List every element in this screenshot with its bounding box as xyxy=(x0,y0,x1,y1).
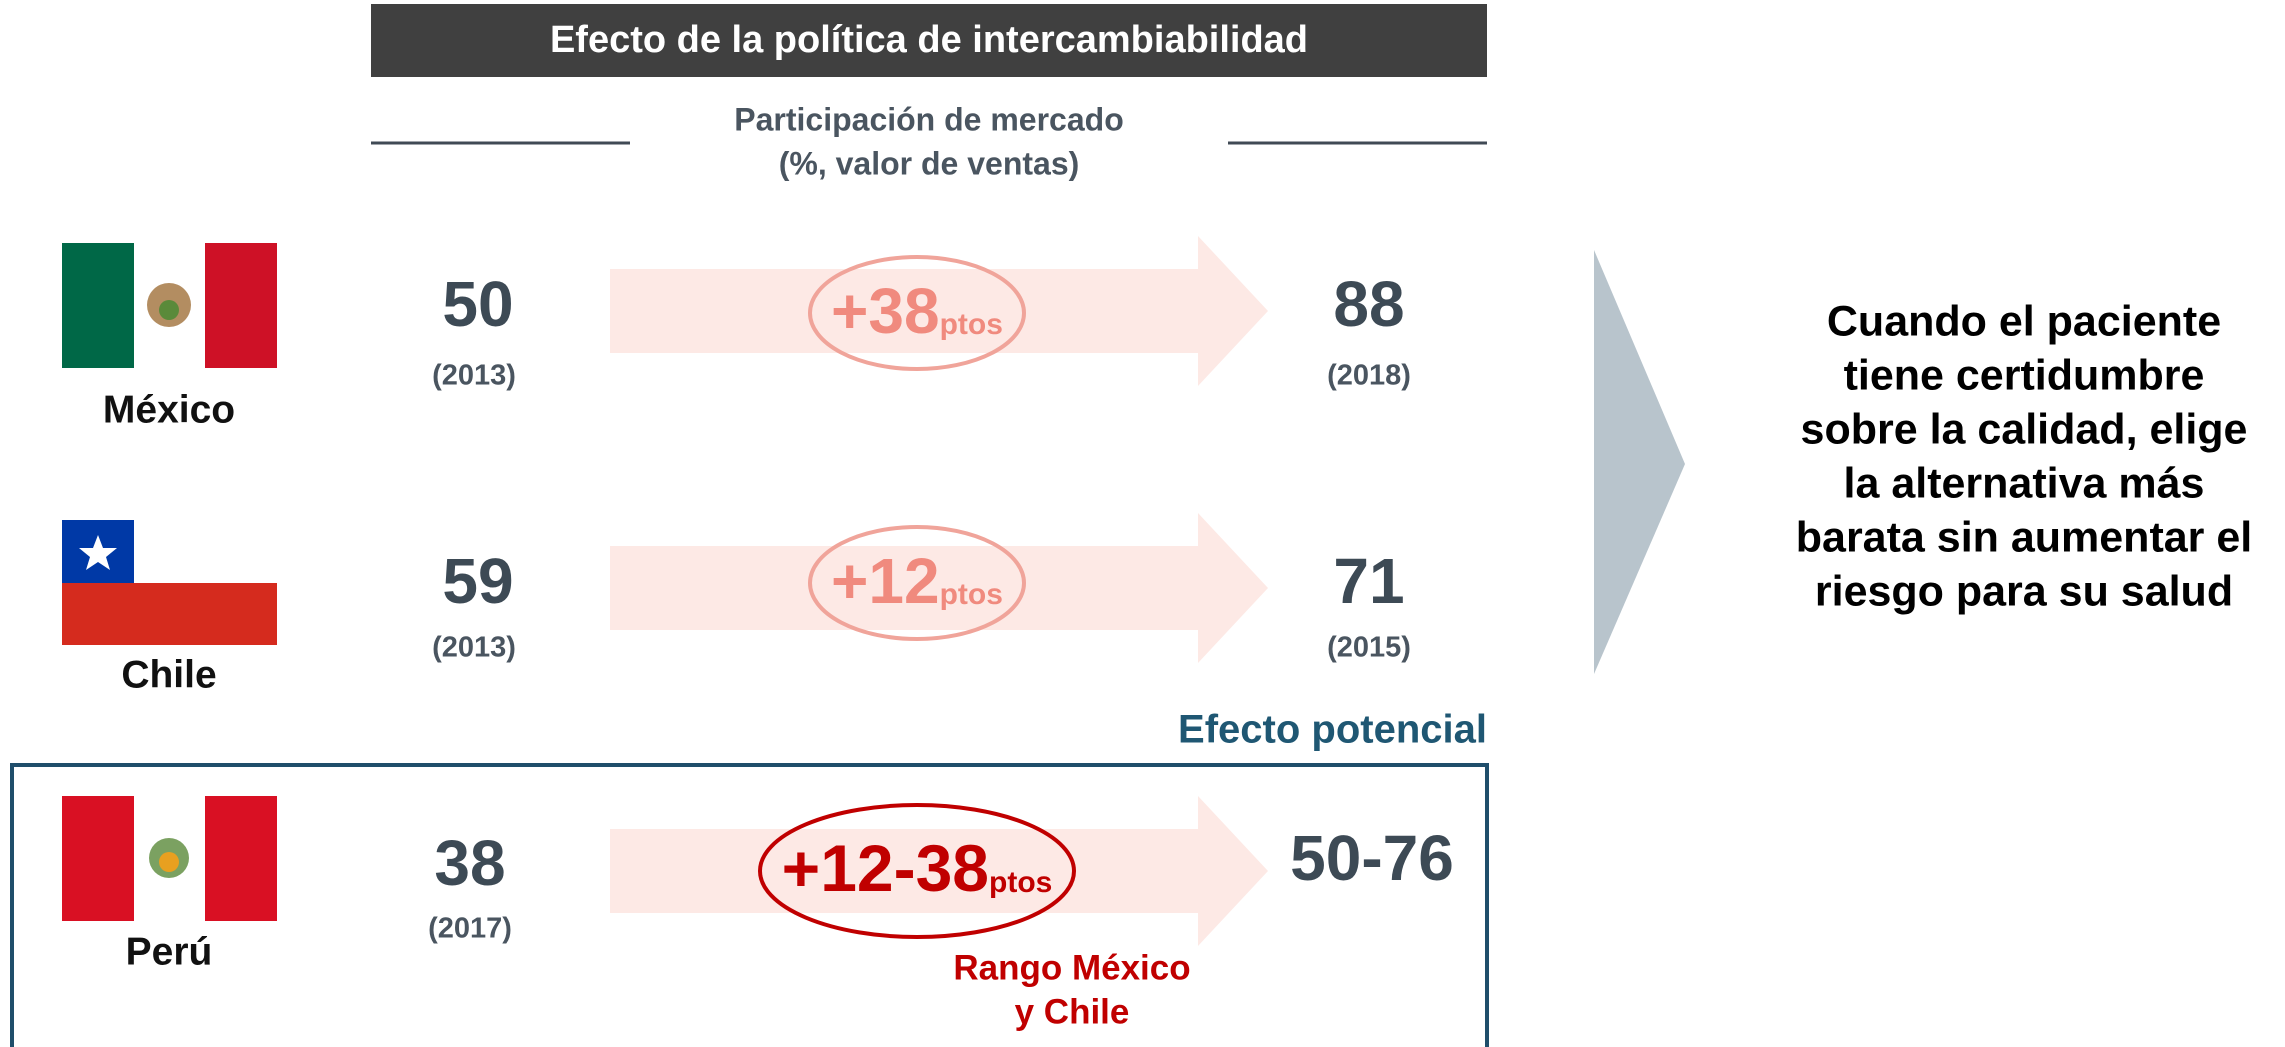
country: Perú xyxy=(126,930,213,973)
arrow xyxy=(610,236,1268,386)
start-year: (2013) xyxy=(432,360,516,392)
end-value: 50-76 xyxy=(1290,822,1454,894)
change-label: +38ptos xyxy=(831,275,1003,347)
flag-peru xyxy=(62,796,277,921)
arrow xyxy=(610,513,1268,663)
change-ellipse xyxy=(808,525,1026,641)
change-unit: ptos xyxy=(989,866,1052,899)
potential-label: Efecto potencial xyxy=(1178,708,1487,752)
end-value: 88 xyxy=(1333,268,1404,340)
subtitle: (%, valor de ventas) xyxy=(779,145,1080,181)
flag-mexico xyxy=(62,243,277,368)
change-value: +38 xyxy=(831,275,940,347)
conclusion-line: sobre la calidad, elige xyxy=(1801,405,2248,453)
country: Chile xyxy=(121,653,216,696)
change-ellipse xyxy=(808,255,1026,371)
subtitle: Participación de mercado xyxy=(734,101,1123,137)
conclusion-line: la alternativa más xyxy=(1844,459,2205,507)
country: México xyxy=(103,388,235,431)
title: Efecto de la política de intercambiabili… xyxy=(550,19,1308,61)
conclusion-line: Cuando el paciente xyxy=(1827,297,2221,345)
arrow xyxy=(610,796,1268,946)
change-unit: ptos xyxy=(940,578,1003,611)
chevron xyxy=(1594,250,1685,674)
start-value: 50 xyxy=(442,268,513,340)
title-bar xyxy=(371,4,1487,77)
change-unit: ptos xyxy=(940,308,1003,341)
note: y Chile xyxy=(1015,992,1130,1031)
end-year: (2015) xyxy=(1327,632,1411,664)
start-year: (2017) xyxy=(428,913,512,945)
flag-chile xyxy=(62,520,277,645)
end-value: 71 xyxy=(1333,545,1404,617)
change-value: +12-38 xyxy=(782,831,989,905)
note: Rango México xyxy=(953,948,1190,987)
potential-box xyxy=(10,763,1489,1047)
start-value: 38 xyxy=(434,827,505,899)
change-ellipse xyxy=(758,803,1076,939)
change-label: +12ptos xyxy=(831,545,1003,617)
start-year: (2013) xyxy=(432,632,516,664)
change-value: +12 xyxy=(831,545,940,617)
start-value: 59 xyxy=(442,545,513,617)
conclusion-line: barata sin aumentar el xyxy=(1796,513,2252,561)
conclusion-line: tiene certidumbre xyxy=(1844,351,2205,399)
end-year: (2018) xyxy=(1327,360,1411,392)
change-label: +12-38ptos xyxy=(782,831,1053,905)
conclusion-line: riesgo para su salud xyxy=(1815,567,2233,615)
